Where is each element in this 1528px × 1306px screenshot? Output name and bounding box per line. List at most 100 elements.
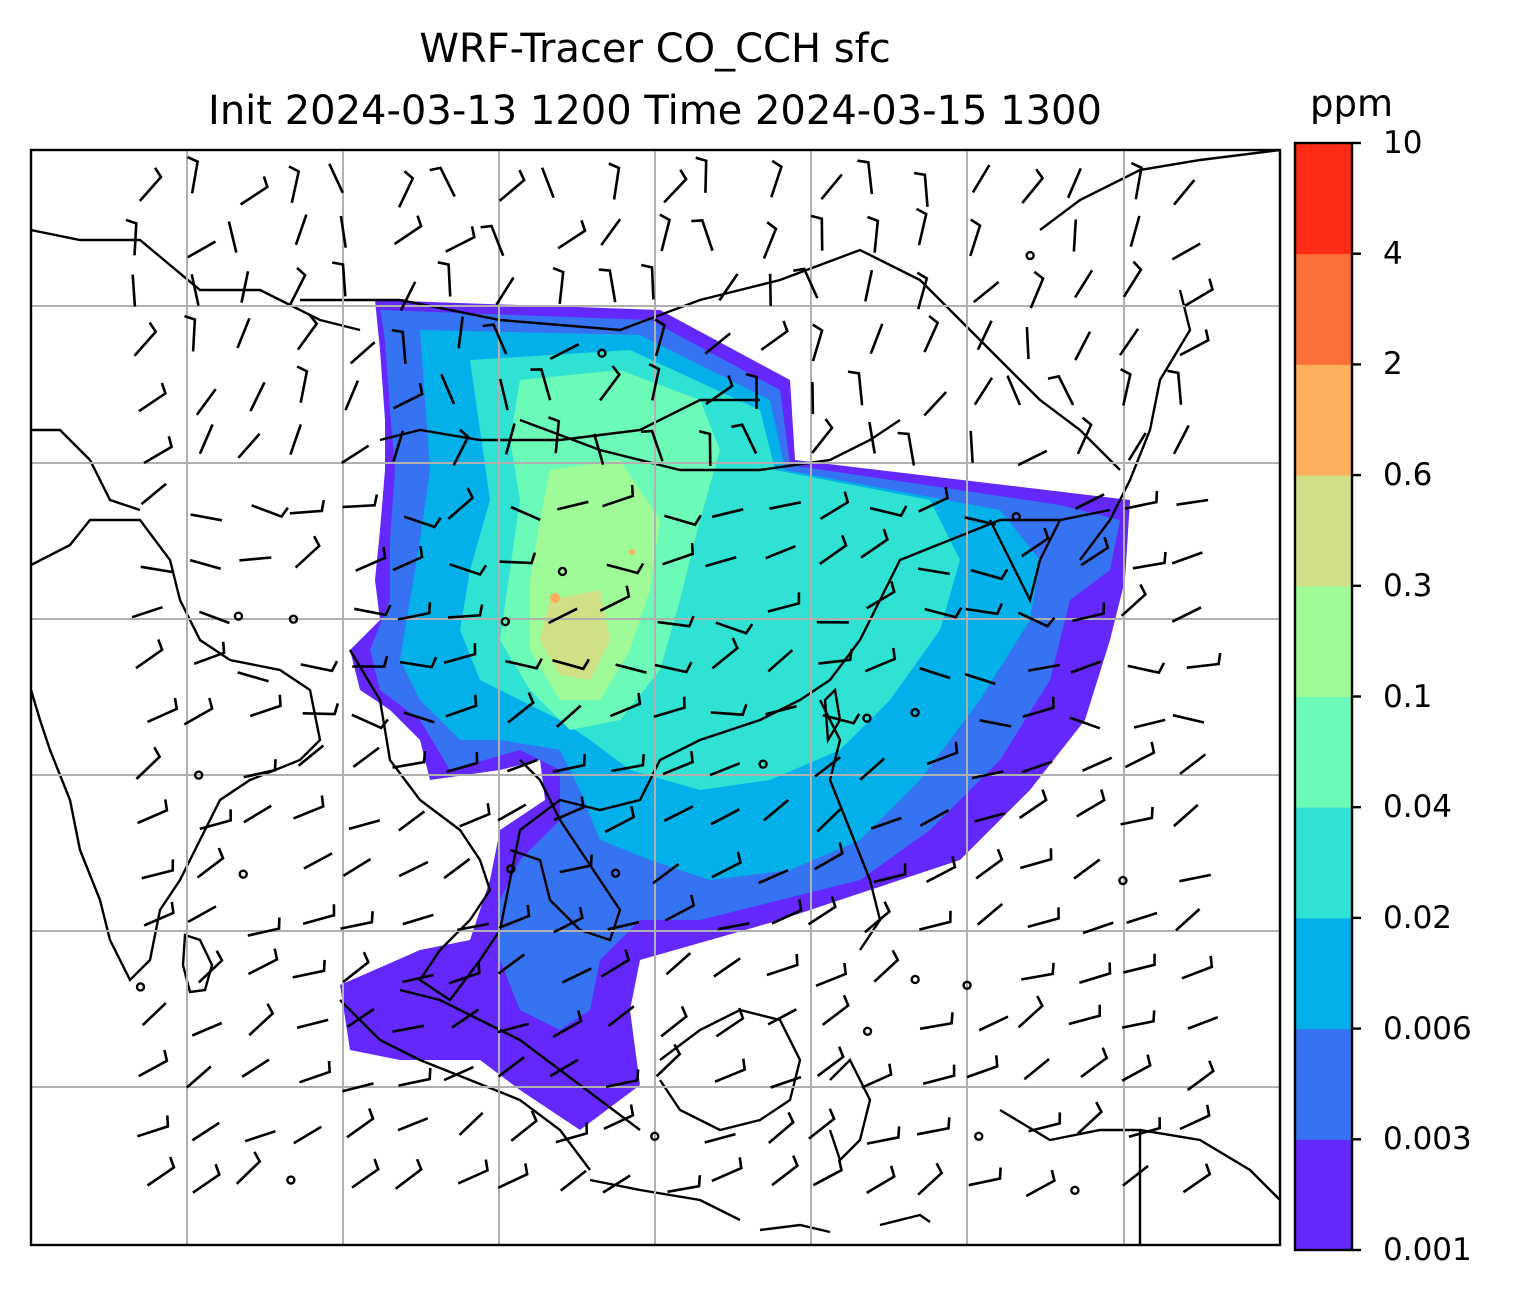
wind-barb — [1017, 611, 1056, 628]
wind-barb — [765, 544, 796, 560]
wind-barb — [510, 505, 541, 521]
wind-barb — [459, 803, 491, 828]
wind-barb — [973, 377, 994, 406]
wind-barb — [289, 499, 326, 515]
calm-wind-marker — [1011, 511, 1021, 522]
calm-wind-marker — [758, 759, 768, 769]
wind-barb — [297, 744, 325, 767]
wind-barb — [807, 895, 837, 926]
wind-barb — [965, 603, 1003, 616]
wind-barb — [146, 697, 179, 724]
calm-wind-marker — [910, 974, 920, 985]
wind-barb — [498, 904, 531, 929]
wind-barb — [771, 899, 803, 925]
wind-barb — [1171, 606, 1202, 623]
wind-barb — [698, 430, 712, 467]
wind-barb — [1017, 449, 1048, 467]
colorbar-tick-label: 0.1 — [1383, 678, 1433, 715]
colorbar-segment — [1295, 917, 1352, 1030]
wind-barb — [600, 218, 622, 246]
wind-barb — [451, 1008, 480, 1029]
wind-barbs — [125, 155, 1222, 1198]
wind-barb — [770, 159, 783, 198]
wind-barb — [873, 863, 907, 884]
wind-barb — [241, 1058, 270, 1078]
wind-barb — [710, 703, 748, 717]
wind-barb — [923, 391, 948, 417]
wind-barb — [299, 1060, 332, 1084]
wind-barb — [482, 323, 508, 355]
wind-barb — [973, 811, 1006, 823]
wind-barb — [552, 1010, 583, 1039]
wind-barb — [1017, 995, 1044, 1029]
wind-barb — [429, 166, 456, 198]
wind-barb — [715, 1007, 745, 1038]
wind-barb — [457, 1159, 489, 1185]
wind-barb — [1171, 551, 1203, 565]
colorbar-tick-label: 0.001 — [1383, 1232, 1472, 1268]
plume-hotspot — [550, 593, 560, 603]
wind-barb — [342, 494, 379, 509]
wind-barb — [445, 226, 476, 253]
wind-barb — [392, 383, 424, 410]
wind-barb — [923, 314, 940, 353]
wind-barb — [758, 869, 789, 885]
wind-barb — [771, 1155, 799, 1187]
wind-barb — [1182, 1163, 1212, 1194]
wind-barb — [191, 1121, 220, 1142]
wind-barb — [248, 1003, 275, 1037]
wind-barb — [767, 1008, 798, 1026]
wind-barb — [480, 224, 505, 257]
wind-barb — [710, 808, 740, 826]
wind-barb — [1123, 953, 1156, 974]
wind-barb — [237, 671, 269, 683]
wind-barb — [653, 696, 686, 719]
wind-barb — [917, 1162, 944, 1196]
colorbar-tick-label: 0.04 — [1383, 789, 1453, 826]
wind-barb — [662, 542, 695, 566]
wind-barb — [704, 1132, 736, 1144]
wind-barb — [556, 500, 589, 511]
wind-barb — [760, 320, 789, 351]
wind-barb — [399, 281, 417, 311]
wind-barb — [654, 661, 693, 674]
calm-wind-marker — [500, 616, 511, 627]
wind-barb — [609, 692, 642, 718]
wind-barb — [1080, 1047, 1109, 1079]
wind-barb — [815, 962, 848, 988]
wind-barb — [556, 704, 582, 728]
wind-barb — [1021, 760, 1053, 774]
wind-barb — [606, 562, 645, 575]
wind-barb — [540, 167, 555, 199]
wind-barb — [138, 1049, 169, 1078]
wind-barb — [240, 271, 250, 303]
wind-barb — [495, 276, 515, 306]
wind-barb — [146, 1156, 176, 1187]
wind-barb — [394, 1158, 423, 1190]
wind-barb — [793, 267, 819, 299]
calm-wind-marker — [962, 980, 972, 990]
wind-barb — [603, 1104, 635, 1130]
wind-barb — [504, 423, 516, 455]
plume-level-7 — [540, 590, 610, 680]
wind-barb — [391, 328, 407, 365]
wind-barb — [812, 1159, 843, 1187]
wind-barb — [1186, 1060, 1215, 1092]
wind-barb — [251, 504, 289, 519]
wind-barb — [1179, 1104, 1211, 1131]
plume-hotspot — [629, 549, 635, 555]
wind-barb — [1172, 713, 1205, 724]
wind-barb — [191, 1021, 223, 1037]
wind-barb — [510, 1110, 538, 1142]
wind-barb — [659, 213, 672, 252]
wind-barb — [1128, 1117, 1162, 1139]
colorbar-segment — [1295, 585, 1352, 697]
colorbar-tick-label: 0.02 — [1383, 899, 1453, 936]
wind-barb — [294, 535, 321, 569]
wind-barb — [249, 694, 282, 718]
colorbar-segment — [1295, 143, 1352, 255]
wind-barb — [140, 565, 173, 574]
wind-barb — [1187, 1015, 1219, 1030]
wind-barb — [237, 432, 261, 459]
wind-barb — [964, 672, 996, 686]
